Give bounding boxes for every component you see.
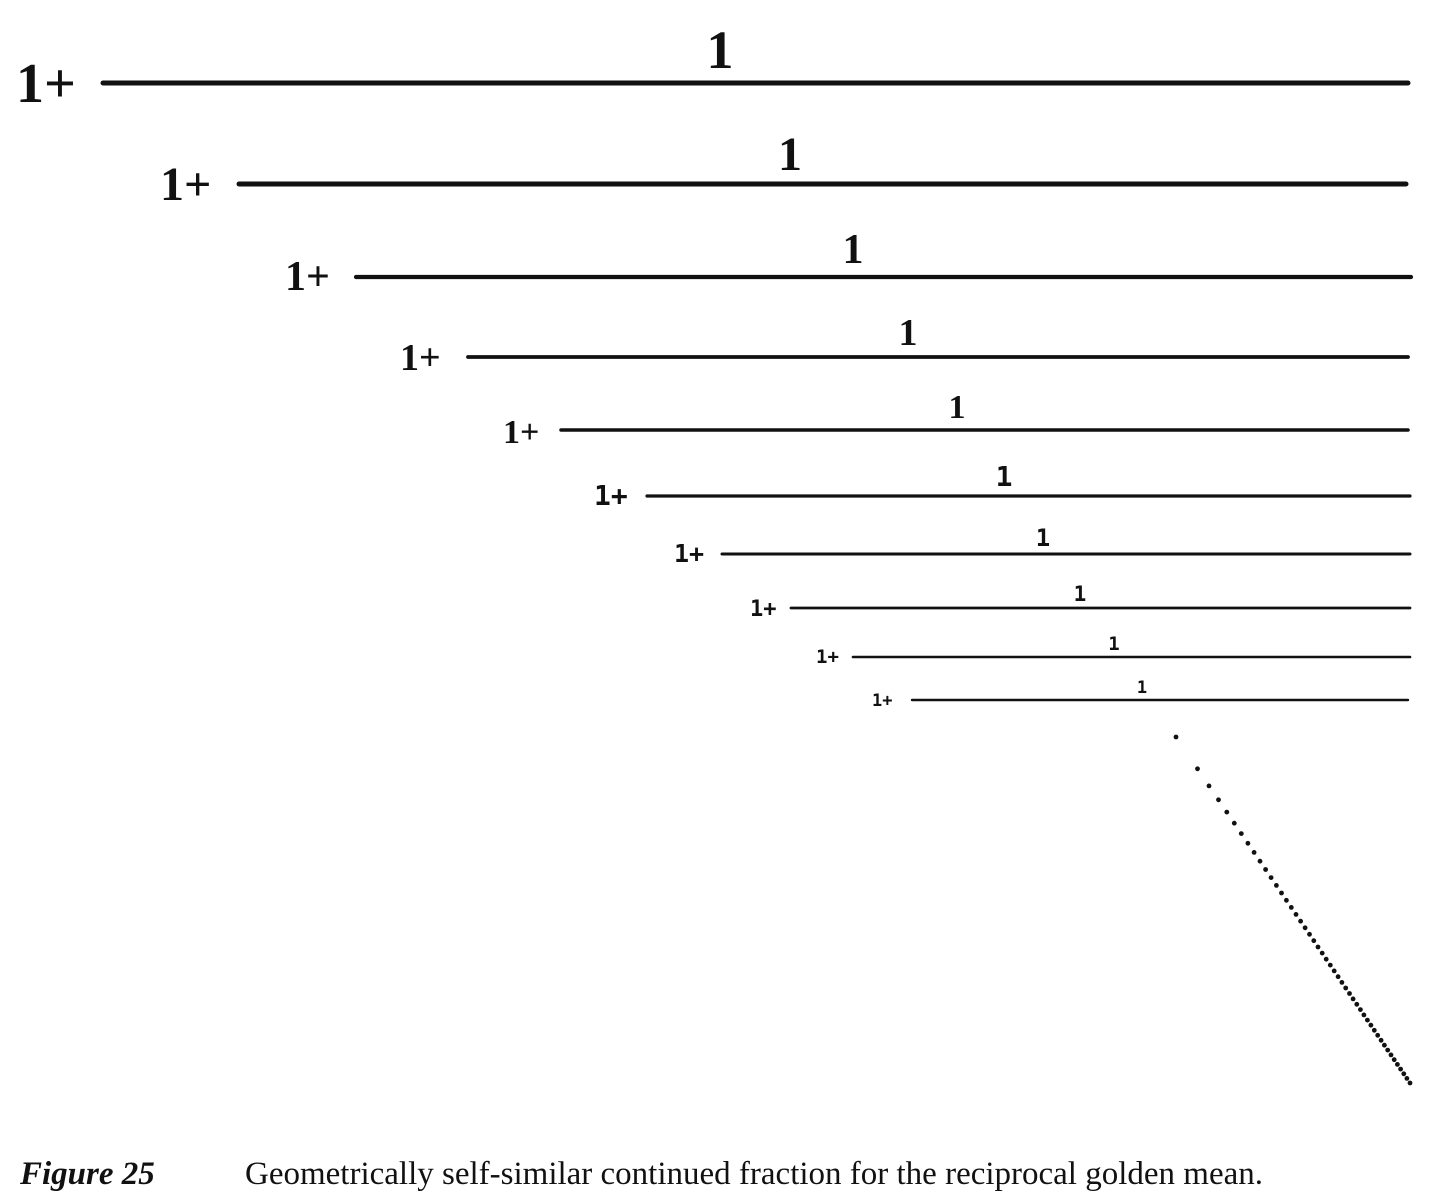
numerator-label: 1 — [843, 227, 864, 273]
fraction-level: 1+ 1 — [594, 460, 1412, 512]
ellipsis-dot — [1388, 1052, 1394, 1058]
ellipsis-dot — [1358, 1007, 1363, 1012]
ellipsis-dot — [1298, 918, 1303, 924]
ellipsis-dot — [1293, 912, 1299, 917]
ellipsis-dot — [1315, 944, 1321, 950]
ellipsis-dot — [1375, 1032, 1381, 1038]
fraction-level: 1+ 1 — [503, 389, 1410, 451]
ellipsis-dot — [1331, 968, 1337, 974]
term-label: 1+ — [750, 597, 777, 622]
ellipsis-dot — [1288, 905, 1294, 910]
numerator-label: 1 — [949, 389, 966, 426]
ellipsis-dot — [1365, 1017, 1370, 1023]
ellipsis-dot — [1268, 875, 1274, 880]
figure-caption: Figure 25 Geometrically self-similar cont… — [20, 1156, 1430, 1193]
ellipsis-dot — [1284, 897, 1289, 903]
ellipsis-dot — [1407, 1080, 1413, 1086]
term-label: 1+ — [400, 337, 441, 379]
ellipsis-dot — [1257, 858, 1263, 864]
ellipsis-dot — [1398, 1066, 1403, 1072]
ellipsis-dot — [1361, 1012, 1367, 1018]
fraction-level: 1+ 1 — [674, 524, 1412, 568]
ellipsis-dot — [1195, 766, 1200, 772]
numerator-label: 1 — [1036, 524, 1050, 552]
numerator-label: 1 — [899, 312, 918, 354]
ellipsis-dot — [1224, 809, 1230, 815]
numerator-label: 1 — [996, 460, 1013, 493]
ellipsis-dot — [1378, 1037, 1384, 1043]
ellipsis-dot — [1343, 985, 1349, 991]
term-label: 1+ — [816, 646, 839, 668]
term-label: 1+ — [594, 479, 628, 512]
numerator-label: 1 — [1074, 582, 1087, 606]
numerator-label: 1 — [1108, 633, 1119, 655]
fraction-level: 1+ 1 — [16, 20, 1411, 115]
ellipsis-dot — [1335, 974, 1341, 980]
ellipsis-dot — [1216, 797, 1221, 803]
ellipsis-dot — [1371, 1027, 1377, 1033]
ellipsis-dot — [1311, 938, 1317, 944]
fraction-level: 1+ 1 — [872, 678, 1410, 711]
ellipsis-dot — [1302, 925, 1308, 931]
ellipsis-dot — [1354, 1001, 1360, 1007]
ellipsis-dot — [1350, 996, 1356, 1002]
term-label: 1+ — [674, 539, 704, 568]
ellipsis-dot — [1368, 1022, 1374, 1028]
ellipsis-dot — [1263, 867, 1268, 872]
ellipsis-dot — [1307, 931, 1312, 937]
ellipsis-dot — [1173, 734, 1179, 740]
fraction-level: 1+ 1 — [400, 312, 1410, 379]
ellipsis-dot — [1404, 1076, 1410, 1081]
ellipsis-dot — [1327, 962, 1333, 968]
ellipsis-dot — [1245, 840, 1251, 846]
fraction-level: 1+ 1 — [750, 582, 1412, 622]
fraction-level: 1+ 1 — [285, 227, 1414, 300]
ellipsis-dot — [1238, 831, 1244, 836]
numerator-label: 1 — [1137, 678, 1147, 698]
ellipsis-dot — [1385, 1047, 1391, 1053]
term-label: 1+ — [872, 691, 892, 711]
term-label: 1+ — [285, 254, 330, 300]
ellipsis-dot — [1395, 1062, 1400, 1067]
term-label: 1+ — [16, 53, 76, 115]
fraction-level: 1+ 1 — [160, 128, 1409, 211]
numerator-label: 1 — [707, 20, 734, 80]
fraction-levels: 1+ 1 1+ 1 1+ 1 1+ 1 1+ 1 1+ 1 1+ 1 1+ 1 1+ 1 1+ 1 — [16, 20, 1414, 711]
ellipsis-dot — [1279, 890, 1284, 896]
ellipsis-dot — [1339, 980, 1345, 985]
numerator-label: 1 — [778, 128, 802, 181]
ellipsis-dot — [1323, 956, 1329, 962]
ellipsis-dot — [1391, 1057, 1397, 1063]
term-label: 1+ — [503, 414, 539, 451]
ellipsis-dot — [1251, 850, 1257, 855]
caption-label: Figure 25 — [20, 1156, 155, 1192]
ellipsis-dot — [1347, 991, 1352, 996]
ellipsis-dot — [1382, 1042, 1387, 1048]
ellipsis-dot — [1319, 950, 1325, 956]
term-label: 1+ — [160, 158, 211, 211]
fraction-level: 1+ 1 — [816, 633, 1412, 668]
caption-text: Geometrically self-similar continued fra… — [245, 1156, 1264, 1192]
ellipsis-dot — [1401, 1071, 1407, 1077]
ellipsis-dot — [1274, 883, 1279, 888]
ellipsis-dot — [1206, 783, 1212, 789]
ellipsis-dots — [1173, 734, 1413, 1086]
ellipsis-dot — [1231, 820, 1237, 826]
